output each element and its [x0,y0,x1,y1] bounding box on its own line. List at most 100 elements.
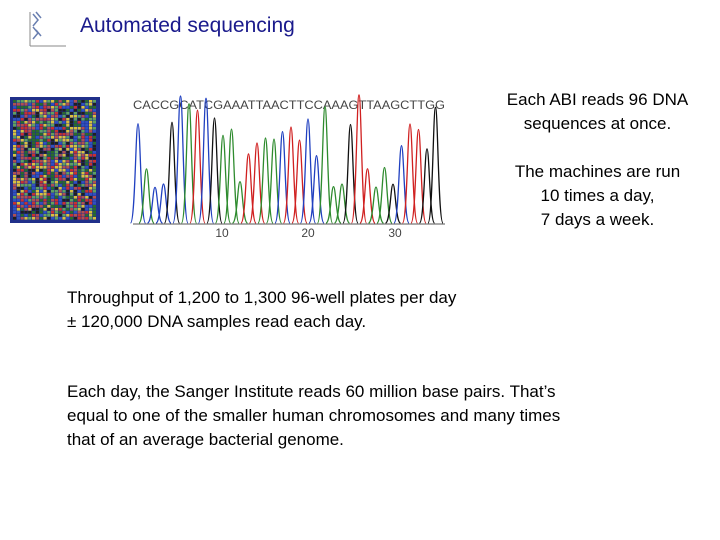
gel-band [62,133,66,136]
gel-band [20,112,24,115]
gel-band [32,187,36,190]
gel-band [13,211,17,214]
gel-band [24,136,28,139]
gel-band [32,217,36,220]
gel-band [85,133,89,136]
gel-band [28,154,32,157]
gel-band [54,178,58,181]
gel-band [13,103,17,106]
gel-band [24,130,28,133]
gel-band [47,169,51,172]
gel-band [73,109,77,112]
gel-band [43,187,47,190]
gel-band [70,121,74,124]
gel-band [58,205,62,208]
gel-band [54,181,58,184]
gel-band [51,148,55,151]
gel-band [43,196,47,199]
gel-band [24,163,28,166]
gel-band [73,124,77,127]
gel-band [43,202,47,205]
gel-band [28,139,32,142]
gel-band [54,139,58,142]
gel-band [77,127,81,130]
gel-band [58,181,62,184]
gel-band [16,169,20,172]
gel-band [77,121,81,124]
gel-band [89,157,93,160]
gel-band [43,178,47,181]
gel-band [85,139,89,142]
gel-band [43,160,47,163]
gel-band [35,112,39,115]
gel-band [58,100,62,103]
gel-band [35,196,39,199]
gel-band [32,151,36,154]
gel-band [77,202,81,205]
gel-band [51,166,55,169]
gel-band [81,175,85,178]
gel-band [51,181,55,184]
gel-band [92,100,96,103]
gel-band [73,169,77,172]
gel-band [39,196,43,199]
slide-title: Automated sequencing [80,14,295,37]
gel-band [35,193,39,196]
gel-band [28,130,32,133]
gel-band [51,169,55,172]
gel-band [70,133,74,136]
gel-band [89,181,93,184]
gel-band [73,145,77,148]
gel-band [73,106,77,109]
gel-band [47,118,51,121]
gel-band [77,199,81,202]
gel-band [24,154,28,157]
gel-band [54,124,58,127]
gel-band [51,127,55,130]
gel-band [43,145,47,148]
sequence-text: CACCGCATCGAAATTAACTTCCAAAGTTAAGCTTGG [133,100,445,112]
gel-band [54,118,58,121]
gel-band [73,217,77,220]
gel-band [89,199,93,202]
gel-band [47,211,51,214]
gel-band [47,100,51,103]
gel-band [39,214,43,217]
gel-band [51,124,55,127]
gel-band [24,100,28,103]
gel-band [66,100,70,103]
gel-band [54,169,58,172]
gel-band [85,193,89,196]
gel-band [66,130,70,133]
gel-band [58,121,62,124]
gel-band [85,214,89,217]
gel-band [35,178,39,181]
gel-band [51,172,55,175]
gel-band [77,148,81,151]
gel-band [73,193,77,196]
gel-band [85,196,89,199]
gel-band [73,112,77,115]
peak [350,94,368,224]
peak [384,183,402,224]
gel-band [32,172,36,175]
gel-band [35,181,39,184]
gel-band [70,100,74,103]
gel-band [16,100,20,103]
gel-band [92,142,96,145]
gel-band [35,175,39,178]
gel-band [66,148,70,151]
gel-band [89,172,93,175]
gel-band [70,205,74,208]
peak [129,123,147,224]
gel-band [81,142,85,145]
gel-band [92,184,96,187]
gel-band [47,148,51,151]
gel-band [70,151,74,154]
gel-band [85,109,89,112]
gel-band [39,139,43,142]
gel-band [89,175,93,178]
gel-band [77,136,81,139]
axis-tick-label: 10 [215,226,229,240]
gel-band [66,112,70,115]
